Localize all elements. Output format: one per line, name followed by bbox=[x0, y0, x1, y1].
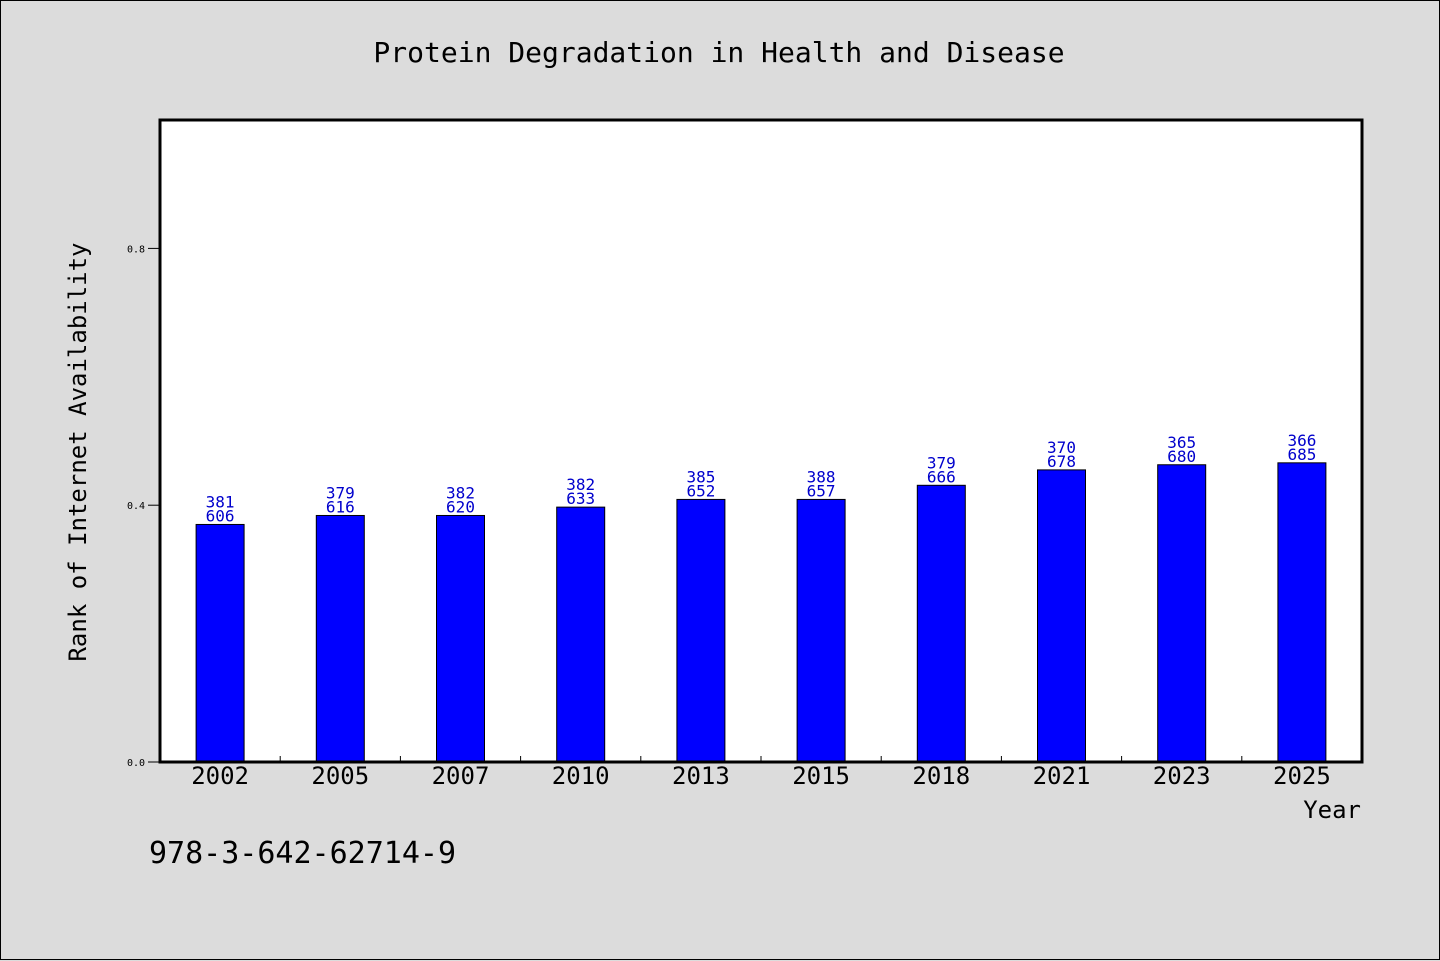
data-label-2010-2: 633 bbox=[566, 489, 595, 508]
data-label-2023-1: 365 bbox=[1167, 433, 1196, 452]
bar-2002 bbox=[195, 523, 245, 763]
x-tick-label-2025: 2025 bbox=[1273, 762, 1331, 790]
data-label-2015-2: 657 bbox=[807, 481, 836, 500]
x-tick-label-2013: 2013 bbox=[672, 762, 730, 790]
data-label-2018-2: 666 bbox=[927, 467, 956, 486]
y-tick-label-2: 0.8 bbox=[127, 244, 145, 255]
x-tick-label-2015: 2015 bbox=[792, 762, 850, 790]
x-tick-label-2018: 2018 bbox=[912, 762, 970, 790]
data-label-2015-1: 388 bbox=[807, 467, 836, 486]
x-tick-label-2002: 2002 bbox=[191, 762, 249, 790]
plot-border bbox=[158, 118, 1364, 764]
data-label-2002-2: 606 bbox=[206, 506, 235, 525]
x-tick-label-2021: 2021 bbox=[1033, 762, 1091, 790]
data-label-2013-1: 385 bbox=[686, 467, 715, 486]
bar-2021 bbox=[1037, 469, 1086, 763]
bar-2018 bbox=[916, 484, 966, 763]
data-label-2010-1: 382 bbox=[566, 475, 595, 494]
bar-2013 bbox=[676, 498, 726, 763]
x-tick-label-2005: 2005 bbox=[311, 762, 369, 790]
ticks-layer: 2002 2005 2007 2010 2013 2015 2018 2021 2023 2025… bbox=[127, 244, 1331, 790]
x-tick-label-2023: 2023 bbox=[1153, 762, 1211, 790]
isbn-footer: 978-3-642-62714-9 bbox=[149, 836, 456, 871]
bar-2025 bbox=[1277, 462, 1327, 763]
data-label-2005-2: 616 bbox=[326, 497, 355, 516]
bar-2010 bbox=[556, 506, 606, 763]
bars-layer: 3816063796163826203826333856523886573796… bbox=[195, 431, 1327, 763]
data-label-2002-1: 381 bbox=[206, 492, 235, 511]
data-label-2007-1: 382 bbox=[446, 483, 475, 502]
x-tick-label-2007: 2007 bbox=[432, 762, 490, 790]
x-axis-label: Year bbox=[1303, 796, 1361, 824]
chart-title: Protein Degradation in Health and Diseas… bbox=[373, 36, 1064, 69]
data-label-2021-2: 678 bbox=[1047, 452, 1076, 471]
data-label-2023-2: 680 bbox=[1167, 447, 1196, 466]
data-label-2025-1: 366 bbox=[1287, 431, 1316, 450]
y-tick-label-0: 0.0 bbox=[127, 758, 145, 769]
data-label-2025-2: 685 bbox=[1287, 445, 1316, 464]
data-label-2005-1: 379 bbox=[326, 483, 355, 502]
bar-2007 bbox=[436, 514, 485, 763]
bar-2023 bbox=[1157, 464, 1207, 763]
bar-2005 bbox=[315, 514, 365, 763]
data-label-2007-2: 620 bbox=[446, 497, 475, 516]
data-label-2018-1: 379 bbox=[927, 453, 956, 472]
data-label-2021-1: 370 bbox=[1047, 438, 1076, 457]
y-tick-label-1: 0.4 bbox=[127, 501, 145, 512]
x-tick-label-2010: 2010 bbox=[552, 762, 610, 790]
data-label-2013-2: 652 bbox=[686, 481, 715, 500]
bar-2015 bbox=[796, 498, 846, 763]
y-axis-label: Rank of Internet Availability bbox=[64, 242, 92, 661]
